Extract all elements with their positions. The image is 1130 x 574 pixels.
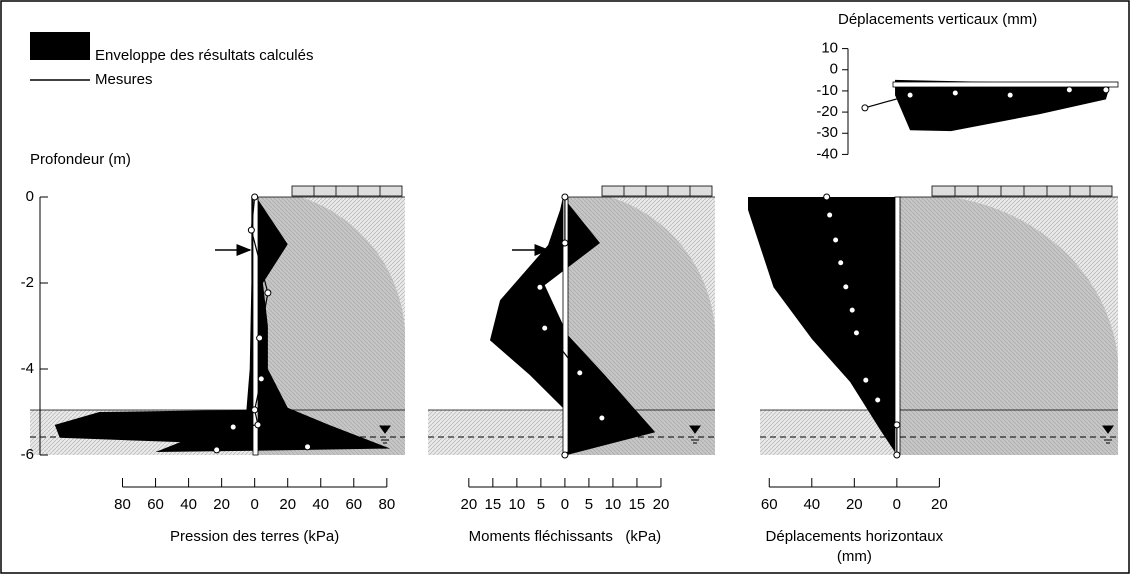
y-tick-label: -6 [21,446,34,463]
measure-point [229,423,237,431]
measure-point [848,306,856,314]
x-tick-label: 5 [537,496,545,513]
measure-point [837,259,845,267]
x-tick-label: 60 [345,496,362,513]
x-axis-label: (mm) [837,548,872,565]
measure-point [598,414,606,422]
measure-line [864,89,1106,109]
chart-title: Déplacements verticaux (mm) [838,11,1037,28]
y-tick-label: -4 [21,360,34,377]
x-tick-label: 80 [378,496,395,513]
envelope [895,79,1111,132]
measure-point [826,211,834,219]
envelope [748,197,897,455]
x-tick-label: 5 [585,496,593,513]
measure-point [541,324,549,332]
x-tick-label: 15 [485,496,502,513]
measure-point [213,446,221,454]
envelopes [54,79,1111,455]
measure-point [861,104,869,112]
measure-point [561,239,569,247]
x-tick-label: 20 [653,496,670,513]
y-tick-label: -40 [816,145,838,162]
y-tick-label: -2 [21,274,34,291]
measure-point [256,334,264,342]
x-tick-label: 10 [605,496,622,513]
legend-label: Mesures [95,71,153,88]
measure-point [1102,86,1110,94]
x-tick-label: 40 [312,496,329,513]
envelope [489,197,656,455]
x-axis-label: Moments fléchissants (kPa) [469,528,662,545]
y-tick-label: -20 [816,103,838,120]
measure-point [264,289,272,297]
measure-point [257,375,265,383]
legend-swatch [30,32,90,60]
y-tick-label: -10 [816,82,838,99]
x-tick-label: 20 [931,496,948,513]
measure-point [862,376,870,384]
x-tick-label: 20 [213,496,230,513]
measure-point [561,193,569,201]
x-tick-label: 40 [803,496,820,513]
measure-point [893,451,901,459]
x-tick-label: 0 [561,496,569,513]
measures [213,86,1110,459]
x-tick-label: 20 [846,496,863,513]
x-tick-label: 60 [761,496,778,513]
x-tick-label: 40 [180,496,197,513]
measure-point [561,451,569,459]
x-tick-label: 10 [509,496,526,513]
envelope [54,197,391,452]
measure-point [247,226,255,234]
y-tick-label: 0 [26,188,34,205]
x-axis-label: Pression des terres (kPa) [170,528,339,545]
x-axis-label: Déplacements horizontaux [766,528,944,545]
measure-point [893,421,901,429]
x-tick-label: 20 [279,496,296,513]
x-tick-label: 60 [147,496,164,513]
measure-point [906,91,914,99]
measure-point [1065,86,1073,94]
x-tick-label: 20 [460,496,477,513]
x-tick-label: 0 [893,496,901,513]
measure-point [251,406,259,414]
measure-point [832,236,840,244]
measure-point [1006,91,1014,99]
y-tick-label: 10 [821,40,838,57]
measure-point [254,421,262,429]
measure-point [576,369,584,377]
measure-point [251,193,259,201]
y-tick-label: 0 [830,61,838,78]
x-tick-label: 0 [250,496,258,513]
y-axis-label: Profondeur (m) [30,151,131,168]
legend-label: Enveloppe des résultats calculés [95,47,313,64]
legend: Enveloppe des résultats calculés Mesures [30,32,313,88]
measure-point [874,396,882,404]
measure-point [842,283,850,291]
measure-point [823,193,831,201]
measure-point [304,443,312,451]
x-tick-label: 15 [629,496,646,513]
x-tick-label: 80 [114,496,131,513]
measure-point [852,329,860,337]
measure-point [951,89,959,97]
y-tick-label: -30 [816,124,838,141]
measure-point [536,283,544,291]
